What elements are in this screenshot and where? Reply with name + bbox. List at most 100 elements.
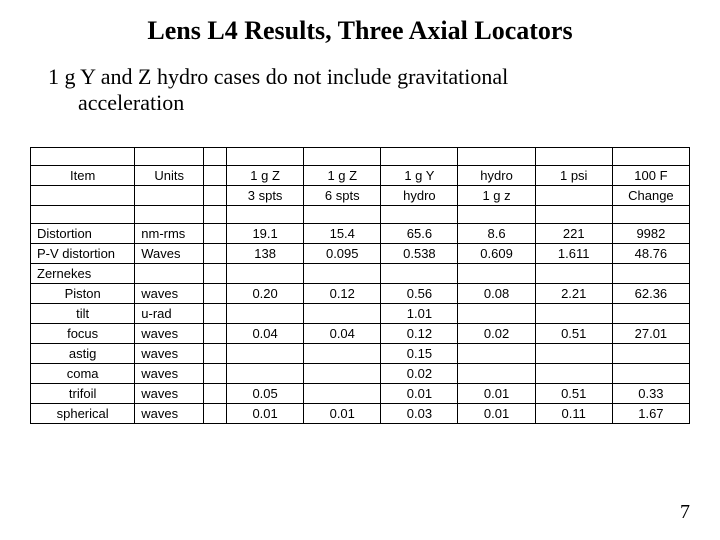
col-subheader bbox=[535, 185, 612, 205]
subtitle-line2: acceleration bbox=[48, 90, 690, 116]
row-units: waves bbox=[135, 283, 204, 303]
col-subheader: hydro bbox=[381, 185, 458, 205]
cell: 0.04 bbox=[227, 323, 304, 343]
row-units: waves bbox=[135, 383, 204, 403]
table-row bbox=[31, 205, 690, 223]
cell bbox=[227, 303, 304, 323]
cell: 0.56 bbox=[381, 283, 458, 303]
cell: 0.04 bbox=[304, 323, 381, 343]
col-header: 100 F bbox=[612, 165, 689, 185]
row-label: Zernekes bbox=[31, 263, 135, 283]
cell: 138 bbox=[227, 243, 304, 263]
cell bbox=[458, 303, 535, 323]
cell: 0.01 bbox=[381, 383, 458, 403]
cell bbox=[535, 343, 612, 363]
cell: 0.538 bbox=[381, 243, 458, 263]
cell bbox=[227, 363, 304, 383]
col-subheader: 1 g z bbox=[458, 185, 535, 205]
cell: 0.08 bbox=[458, 283, 535, 303]
cell bbox=[612, 343, 689, 363]
row-label: trifoil bbox=[31, 383, 135, 403]
col-header: hydro bbox=[458, 165, 535, 185]
cell: 0.11 bbox=[535, 403, 612, 423]
row-label: Distortion bbox=[31, 223, 135, 243]
col-header-units: Units bbox=[135, 165, 204, 185]
cell bbox=[304, 303, 381, 323]
cell: 0.12 bbox=[304, 283, 381, 303]
cell: 9982 bbox=[612, 223, 689, 243]
table-row: Zernekes bbox=[31, 263, 690, 283]
table-row: Distortion nm-rms 19.1 15.4 65.6 8.6 221… bbox=[31, 223, 690, 243]
col-header-item: Item bbox=[31, 165, 135, 185]
cell: 0.01 bbox=[458, 383, 535, 403]
cell: 0.01 bbox=[304, 403, 381, 423]
cell: 65.6 bbox=[381, 223, 458, 243]
col-header: 1 g Z bbox=[304, 165, 381, 185]
cell: 62.36 bbox=[612, 283, 689, 303]
results-table-wrap: Item Units 1 g Z 1 g Z 1 g Y hydro 1 psi… bbox=[30, 147, 690, 424]
row-units: nm-rms bbox=[135, 223, 204, 243]
table-row: focus waves 0.04 0.04 0.12 0.02 0.51 27.… bbox=[31, 323, 690, 343]
cell: 0.20 bbox=[227, 283, 304, 303]
cell: 221 bbox=[535, 223, 612, 243]
row-label: tilt bbox=[31, 303, 135, 323]
row-label: focus bbox=[31, 323, 135, 343]
col-header: 1 psi bbox=[535, 165, 612, 185]
row-label: astig bbox=[31, 343, 135, 363]
row-units: waves bbox=[135, 363, 204, 383]
col-subheader: 3 spts bbox=[227, 185, 304, 205]
cell: 0.15 bbox=[381, 343, 458, 363]
row-label: spherical bbox=[31, 403, 135, 423]
cell: 0.03 bbox=[381, 403, 458, 423]
subtitle: 1 g Y and Z hydro cases do not include g… bbox=[48, 64, 690, 117]
table-row: Item Units 1 g Z 1 g Z 1 g Y hydro 1 psi… bbox=[31, 165, 690, 185]
cell bbox=[612, 363, 689, 383]
results-table: Item Units 1 g Z 1 g Z 1 g Y hydro 1 psi… bbox=[30, 147, 690, 424]
subtitle-line1: 1 g Y and Z hydro cases do not include g… bbox=[48, 64, 508, 89]
table-row: astig waves 0.15 bbox=[31, 343, 690, 363]
table-row: 3 spts 6 spts hydro 1 g z Change bbox=[31, 185, 690, 205]
row-units: u-rad bbox=[135, 303, 204, 323]
table-row: coma waves 0.02 bbox=[31, 363, 690, 383]
row-units: waves bbox=[135, 323, 204, 343]
cell bbox=[304, 383, 381, 403]
cell: 8.6 bbox=[458, 223, 535, 243]
col-header: 1 g Y bbox=[381, 165, 458, 185]
cell bbox=[458, 343, 535, 363]
cell bbox=[227, 343, 304, 363]
cell: 0.05 bbox=[227, 383, 304, 403]
table-row: spherical waves 0.01 0.01 0.03 0.01 0.11… bbox=[31, 403, 690, 423]
col-header: 1 g Z bbox=[227, 165, 304, 185]
cell: 1.67 bbox=[612, 403, 689, 423]
cell: 0.01 bbox=[227, 403, 304, 423]
page-title: Lens L4 Results, Three Axial Locators bbox=[30, 16, 690, 46]
cell: 0.33 bbox=[612, 383, 689, 403]
row-units: waves bbox=[135, 343, 204, 363]
table-row: Piston waves 0.20 0.12 0.56 0.08 2.21 62… bbox=[31, 283, 690, 303]
row-units: waves bbox=[135, 403, 204, 423]
cell: 2.21 bbox=[535, 283, 612, 303]
cell: 48.76 bbox=[612, 243, 689, 263]
cell: 1.01 bbox=[381, 303, 458, 323]
cell: 19.1 bbox=[227, 223, 304, 243]
cell: 0.095 bbox=[304, 243, 381, 263]
cell: 0.02 bbox=[458, 323, 535, 343]
row-units bbox=[135, 263, 204, 283]
row-label: P-V distortion bbox=[31, 243, 135, 263]
cell bbox=[612, 303, 689, 323]
cell: 0.02 bbox=[381, 363, 458, 383]
cell: 15.4 bbox=[304, 223, 381, 243]
page-number: 7 bbox=[680, 501, 690, 524]
cell bbox=[304, 343, 381, 363]
cell bbox=[304, 363, 381, 383]
cell: 27.01 bbox=[612, 323, 689, 343]
col-subheader: Change bbox=[612, 185, 689, 205]
cell bbox=[535, 303, 612, 323]
cell: 0.01 bbox=[458, 403, 535, 423]
cell: 1.611 bbox=[535, 243, 612, 263]
row-label: coma bbox=[31, 363, 135, 383]
table-row: P-V distortion Waves 138 0.095 0.538 0.6… bbox=[31, 243, 690, 263]
cell bbox=[458, 363, 535, 383]
cell bbox=[535, 363, 612, 383]
cell: 0.51 bbox=[535, 323, 612, 343]
